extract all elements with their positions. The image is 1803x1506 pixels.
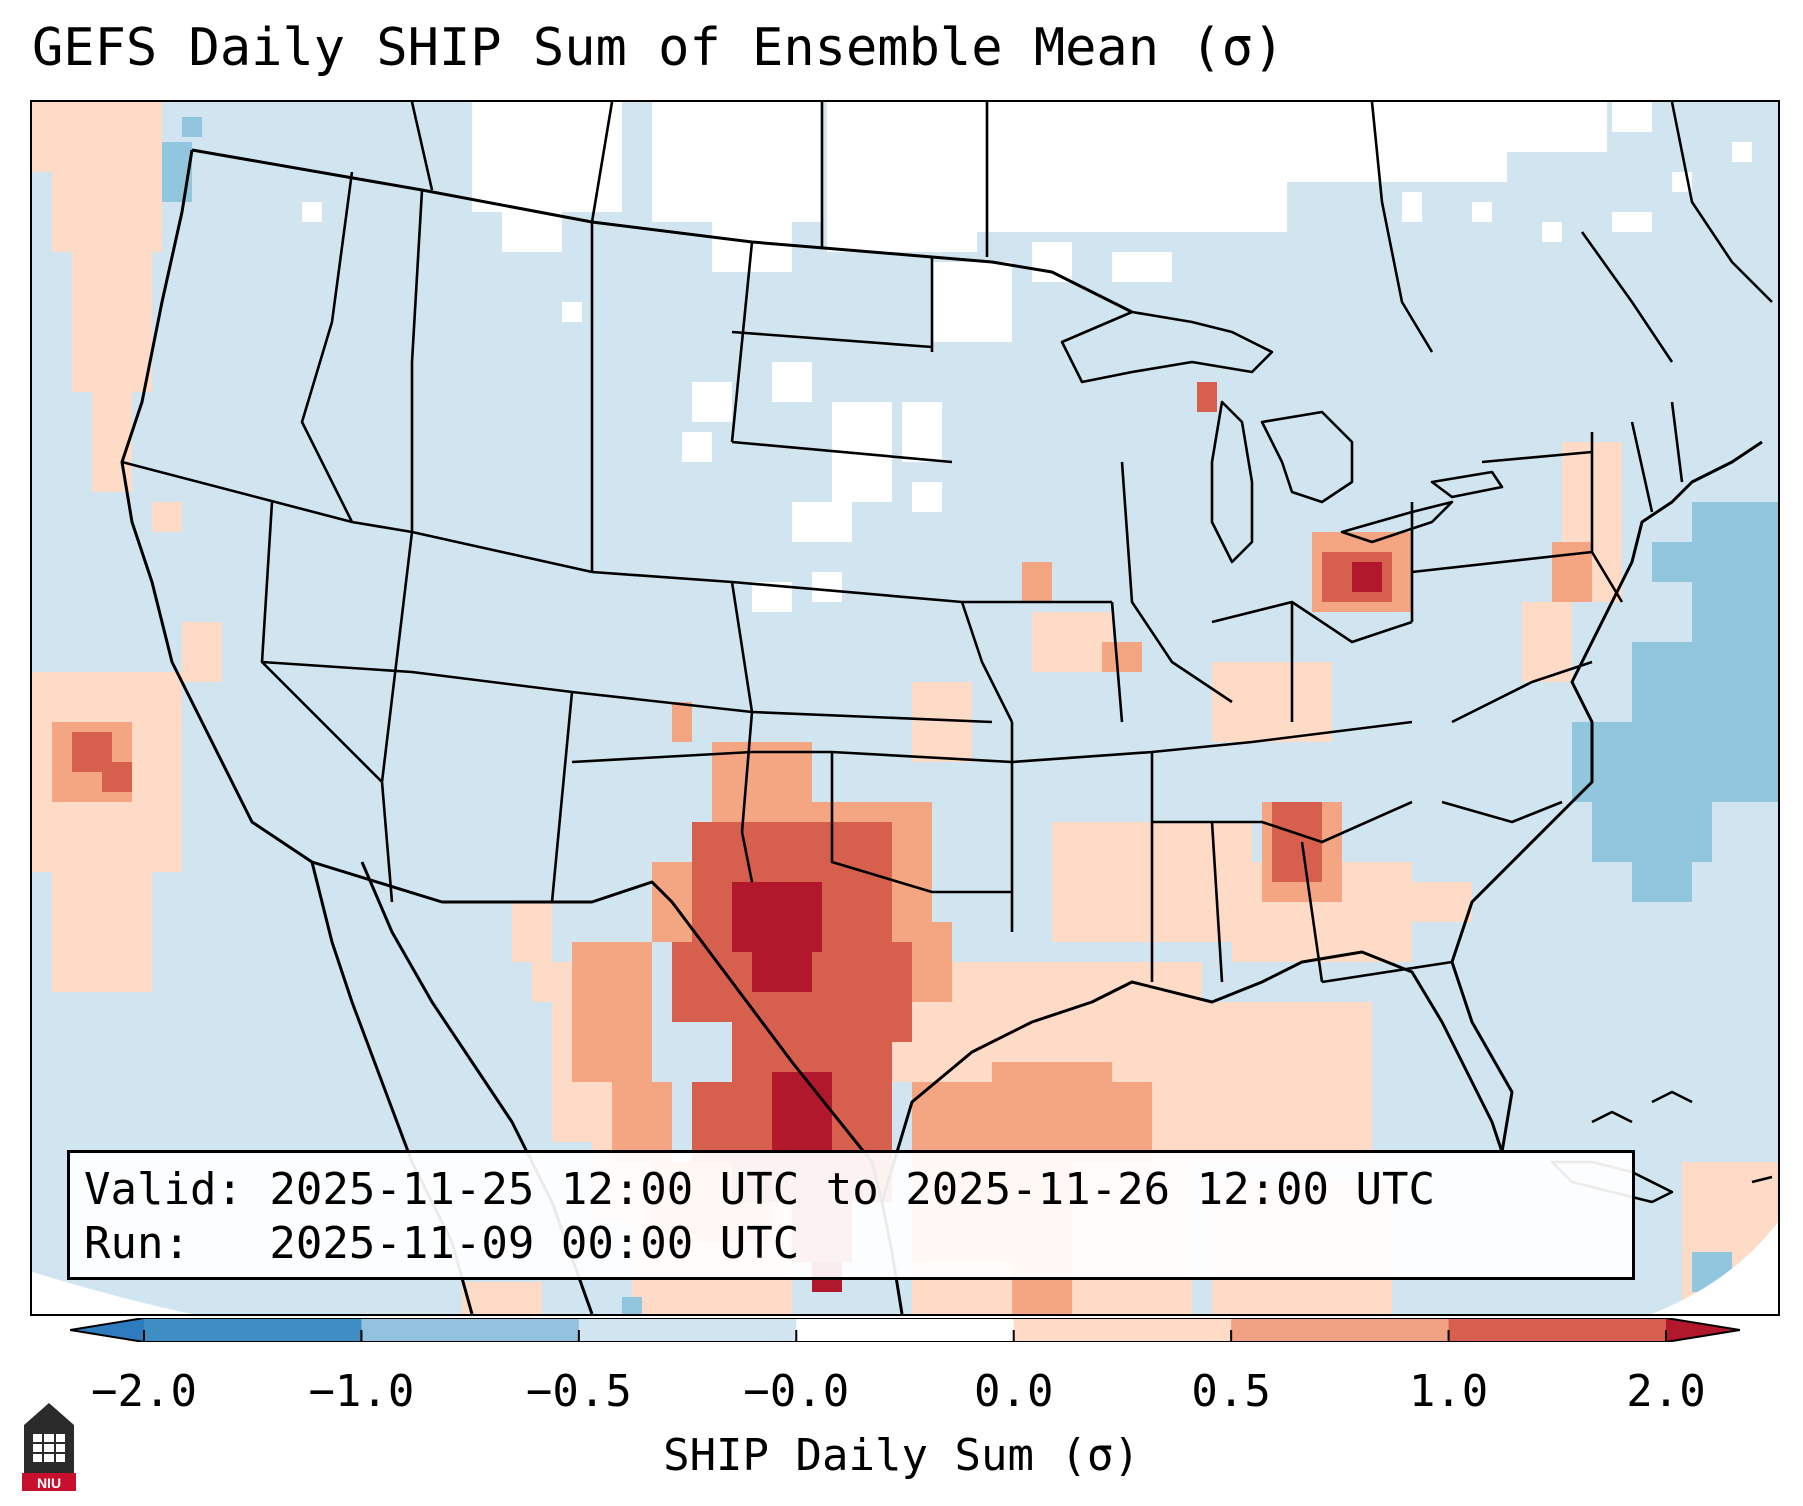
- shaded-map: [32, 102, 1778, 1314]
- us-mexico-border: [311, 860, 884, 1203]
- map-title: GEFS Daily SHIP Sum of Ensemble Mean (σ): [32, 18, 1285, 78]
- lake-huron: [1260, 410, 1354, 504]
- map-panel: [30, 100, 1780, 1316]
- niu-logo-text: NIU: [36, 1475, 62, 1491]
- colorbar-segment: [796, 1318, 1015, 1342]
- state-boundaries: [121, 171, 1684, 984]
- projection-edge-se: [1652, 1222, 1778, 1314]
- niu-logo: [22, 1403, 76, 1491]
- colorbar-tick-label: −2.0: [91, 1366, 197, 1417]
- atlantic-coastline: [1450, 440, 1763, 1153]
- validity-info-box: Valid: 2025-11-25 12:00 UTC to 2025-11-2…: [67, 1150, 1635, 1280]
- colorbar-tick-label: −0.0: [743, 1366, 850, 1417]
- run-time-line: Run: 2025-11-09 00:00 UTC: [84, 1218, 800, 1269]
- max-positive-field: [732, 562, 1382, 1292]
- lake-ontario: [1430, 470, 1504, 499]
- mid-negative-field: [162, 117, 1778, 1314]
- projection-edge-sw: [32, 1272, 192, 1314]
- colorbar-tick-label: 0.5: [1191, 1366, 1271, 1417]
- lake-superior: [1060, 310, 1274, 384]
- lake-michigan: [1210, 400, 1254, 564]
- colorbar-segment: [1231, 1318, 1450, 1342]
- colorbar-tick-label: 2.0: [1626, 1366, 1706, 1417]
- great-lakes: [1060, 310, 1504, 564]
- colorbar-segment: [578, 1318, 797, 1342]
- colorbar-tick-label: 0.0: [973, 1366, 1054, 1417]
- lake-erie: [1340, 500, 1454, 544]
- colorbar-tick-label: −1.0: [308, 1366, 415, 1417]
- colorbar-tick-label: 1.0: [1408, 1366, 1489, 1417]
- near-zero-field: [302, 102, 1752, 612]
- colorbar-extend-low: [70, 1318, 144, 1342]
- colorbar-label: SHIP Daily Sum (σ): [663, 1430, 1140, 1481]
- colorbar-tick-label: −0.5: [525, 1366, 632, 1417]
- colorbar-segment: [1448, 1318, 1667, 1342]
- gulf-coastline: [880, 950, 1504, 1203]
- colorbar-extend-high: [1666, 1318, 1740, 1342]
- colorbar-segment: [361, 1318, 580, 1342]
- pacific-coastline: [120, 149, 313, 864]
- canada-boundaries: [410, 102, 1773, 363]
- ensemble-mean-background-field: [32, 102, 1778, 1314]
- colorbar-segment: [1013, 1318, 1232, 1342]
- colorbar: [70, 1318, 1740, 1342]
- colorbar-segment: [144, 1318, 362, 1342]
- valid-time-line: Valid: 2025-11-25 12:00 UTC to 2025-11-2…: [84, 1164, 1436, 1215]
- boundary-lines: [120, 102, 1773, 1314]
